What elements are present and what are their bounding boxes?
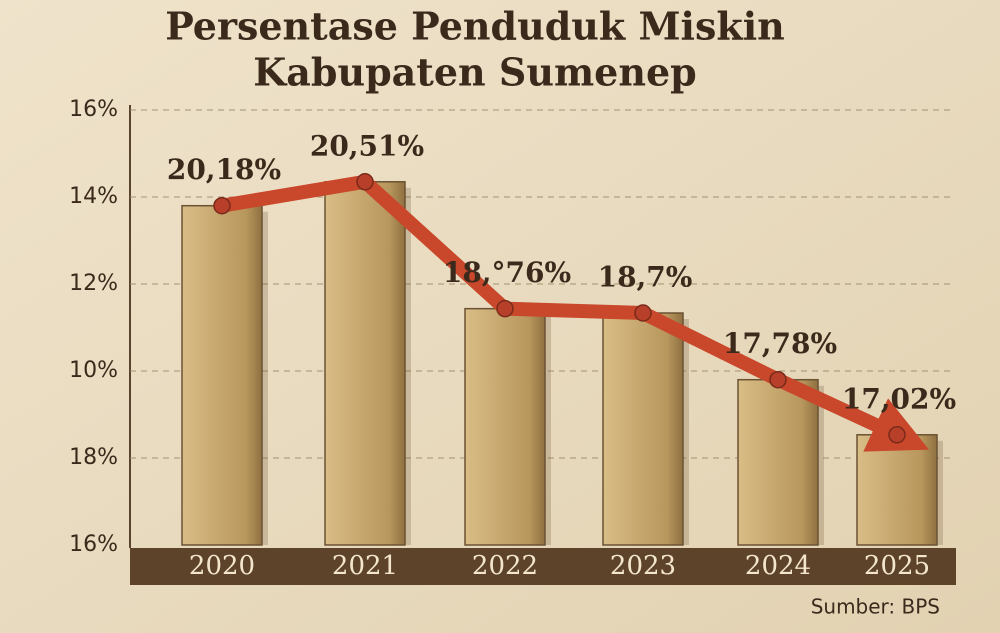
bar [856, 434, 938, 546]
value-label: 20,51% [310, 129, 424, 162]
value-label: 20,18% [167, 153, 281, 186]
value-label: 18,7% [598, 261, 693, 294]
trend-dot [634, 304, 652, 322]
y-axis-label: 16% [69, 97, 118, 122]
value-label: 17,78% [723, 327, 837, 360]
x-tick-label: 2025 [864, 551, 930, 581]
x-tick-label: 2024 [745, 551, 811, 581]
trend-dot [496, 299, 514, 318]
x-axis-band [130, 548, 956, 585]
trend-dot [213, 196, 231, 215]
bar [737, 378, 819, 546]
trend-line [215, 174, 930, 452]
source: Sumber: BPS [811, 595, 940, 619]
chart-subtitle: Kabupaten Sumenep [253, 50, 696, 95]
trend-dot [356, 173, 374, 191]
bar [464, 307, 546, 546]
bar [181, 204, 263, 546]
y-axis-label: 10% [69, 358, 118, 383]
value-label: 17,02% [842, 382, 956, 415]
y-axis-label: 16% [69, 532, 118, 557]
y-axis-label: 12% [69, 271, 118, 296]
bar [602, 312, 684, 546]
y-axis-label: 14% [69, 184, 118, 209]
x-tick-label: 2020 [189, 551, 255, 581]
x-tick-label: 2022 [472, 551, 538, 581]
trend-dot [888, 426, 906, 444]
bar [324, 181, 406, 546]
trend-dot [769, 370, 787, 389]
value-label: 18,°76% [443, 256, 571, 289]
x-tick-label: 2023 [610, 551, 676, 581]
x-tick-label: 2021 [332, 551, 398, 581]
chart-title: Persentase Penduduk Miskin [165, 4, 785, 49]
y-axis-label: 18% [69, 445, 118, 470]
